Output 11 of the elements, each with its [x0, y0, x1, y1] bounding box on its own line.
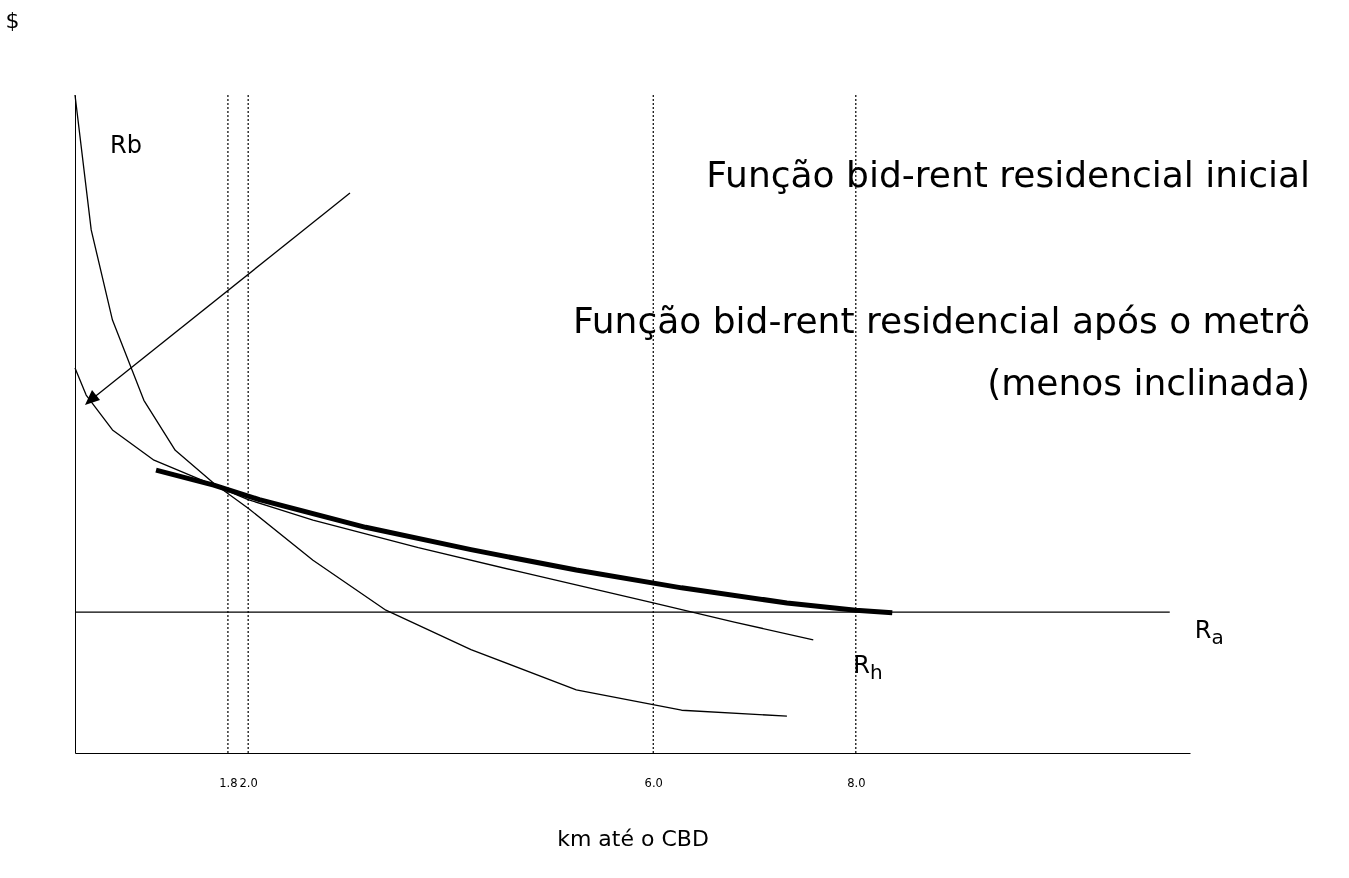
series-label: R$_{h}$ [853, 650, 883, 684]
series-label: Rb [110, 131, 142, 159]
x-tick-label: 8.0 [847, 775, 866, 790]
y-axis-title: $ [5, 7, 20, 33]
x-tick-label: 6.0 [644, 775, 663, 790]
x-tick-label: 2.0 [239, 775, 258, 790]
x-axis-title: km até o CBD [557, 826, 709, 851]
annotation: Função bid-rent residencial inicial [705, 153, 1310, 197]
annotation: Função bid-rent residencial após o metrô (menos inclinada) [572, 299, 1310, 405]
series-label: R$_{a}$ [1194, 616, 1224, 649]
x-tick-label: 1.8 [219, 775, 238, 790]
